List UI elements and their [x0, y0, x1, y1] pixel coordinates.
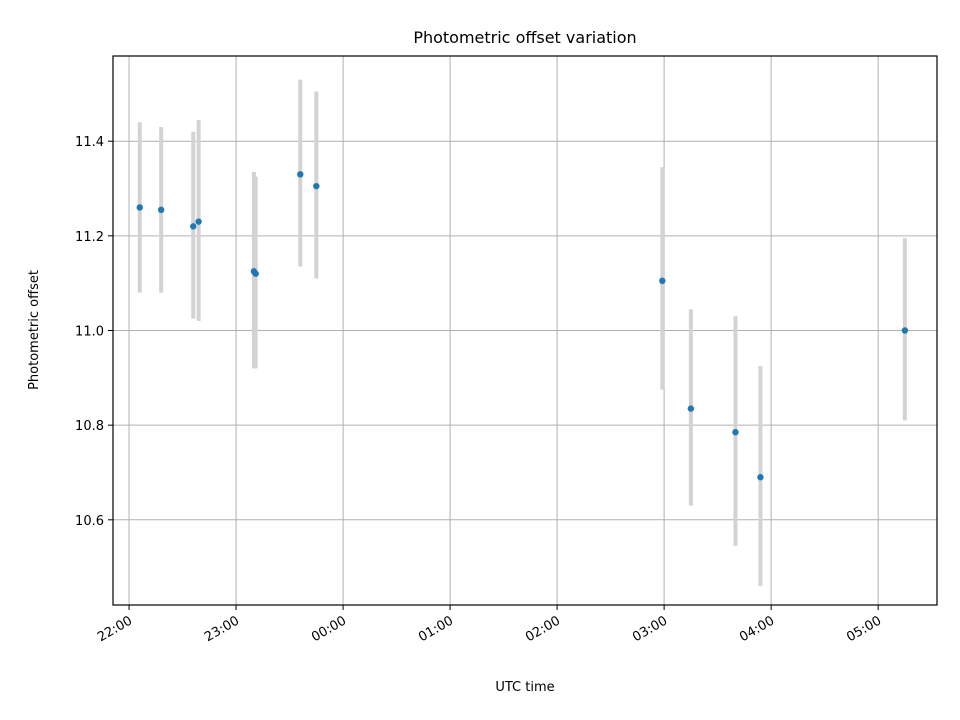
data-point [195, 218, 202, 225]
x-tick-label: 03:00 [630, 613, 670, 645]
x-tick-label: 04:00 [737, 613, 777, 645]
x-tick-label: 01:00 [416, 613, 456, 645]
x-tick-label: 00:00 [309, 613, 349, 645]
y-axis-label: Photometric offset [27, 270, 42, 390]
error-bars [137, 79, 907, 587]
data-point [687, 405, 695, 412]
data-point [732, 429, 739, 436]
x-tick-label: 23:00 [202, 613, 242, 645]
x-tick-label: 05:00 [844, 613, 884, 645]
data-point [157, 206, 165, 214]
y-tick-label: 11.0 [75, 325, 104, 340]
data-point [136, 204, 143, 211]
chart-title: Photometric offset variation [413, 28, 636, 47]
data-points [136, 171, 909, 481]
ticks: 22:00 23:00 00:00 01:00 02:00 03:00 04:00 05:00… [75, 135, 884, 645]
y-tick-label: 11.4 [75, 135, 104, 150]
data-point [313, 182, 320, 190]
data-point [297, 171, 304, 178]
y-tick-label: 11.2 [75, 230, 104, 245]
data-point [757, 474, 764, 481]
y-tick-label: 10.8 [75, 419, 104, 434]
data-point [659, 277, 666, 285]
data-point [190, 223, 197, 230]
grid [113, 56, 937, 605]
x-tick-label: 02:00 [523, 613, 563, 645]
x-tick-label: 22:00 [95, 613, 135, 645]
y-tick-label: 10.6 [75, 514, 104, 529]
x-axis-label: UTC time [495, 680, 554, 695]
data-point [252, 270, 259, 277]
data-point [901, 327, 909, 334]
